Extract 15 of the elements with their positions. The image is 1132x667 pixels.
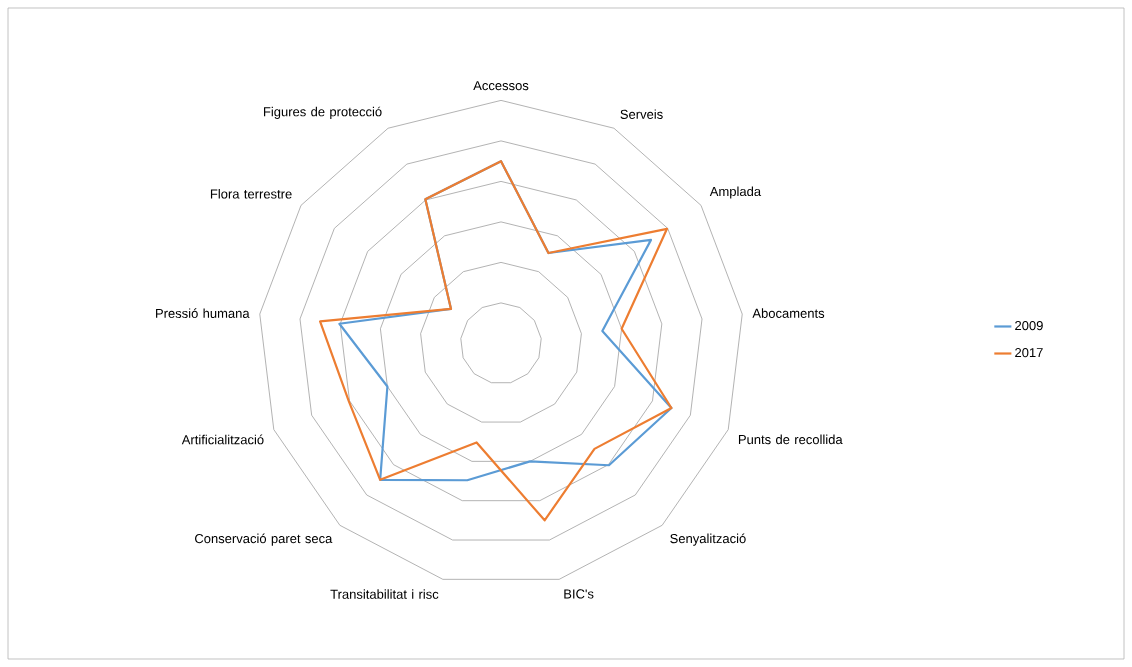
spoke-label: Pressió humana <box>156 308 250 318</box>
spoke-label: Figures de protecció <box>264 106 382 119</box>
spoke-label: Transitabilitat i risc <box>330 589 439 599</box>
spoke-label: Conservació paret seca <box>195 533 333 546</box>
spoke-label: BIC's <box>564 589 594 599</box>
spoke-label: Punts de recollida <box>738 434 843 445</box>
spoke-label: Flora terrestre <box>210 189 292 199</box>
spoke-label: Abocaments <box>752 308 825 318</box>
spoke-label: Amplada <box>709 186 762 199</box>
spoke-label: Artificialització <box>181 434 264 445</box>
spoke-label: Serveis <box>620 109 663 119</box>
spoke-label: Senyalització <box>670 533 746 546</box>
legend-label: 2009 <box>1015 320 1043 331</box>
spoke-label: Accessos <box>473 81 529 91</box>
legend-label: 2017 <box>1015 347 1043 358</box>
